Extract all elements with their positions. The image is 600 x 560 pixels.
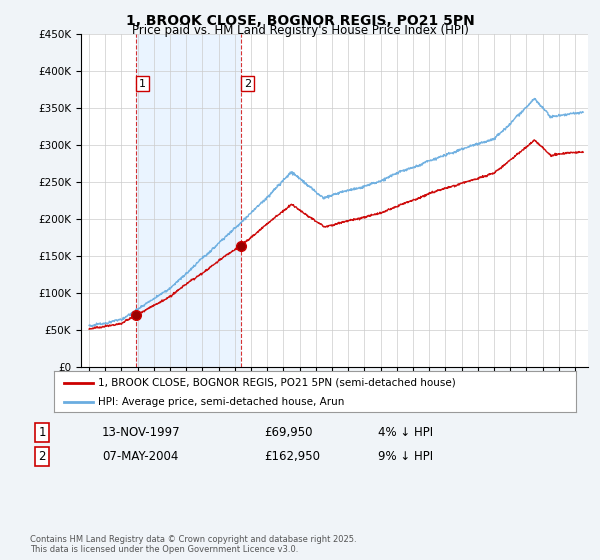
Text: 2: 2	[38, 450, 46, 463]
Text: 13-NOV-1997: 13-NOV-1997	[102, 426, 181, 439]
Text: 9% ↓ HPI: 9% ↓ HPI	[378, 450, 433, 463]
Text: HPI: Average price, semi-detached house, Arun: HPI: Average price, semi-detached house,…	[98, 396, 345, 407]
Text: 1, BROOK CLOSE, BOGNOR REGIS, PO21 5PN (semi-detached house): 1, BROOK CLOSE, BOGNOR REGIS, PO21 5PN (…	[98, 377, 456, 388]
Text: 2: 2	[244, 78, 251, 88]
Text: 1, BROOK CLOSE, BOGNOR REGIS, PO21 5PN: 1, BROOK CLOSE, BOGNOR REGIS, PO21 5PN	[125, 14, 475, 28]
Text: 4% ↓ HPI: 4% ↓ HPI	[378, 426, 433, 439]
Bar	[136, 34, 241, 367]
Text: 07-MAY-2004: 07-MAY-2004	[102, 450, 178, 463]
Text: £162,950: £162,950	[264, 450, 320, 463]
Text: Contains HM Land Registry data © Crown copyright and database right 2025.
This d: Contains HM Land Registry data © Crown c…	[30, 535, 356, 554]
Text: 1: 1	[38, 426, 46, 439]
Text: Price paid vs. HM Land Registry's House Price Index (HPI): Price paid vs. HM Land Registry's House …	[131, 24, 469, 37]
Text: 1: 1	[139, 78, 146, 88]
Text: £69,950: £69,950	[264, 426, 313, 439]
